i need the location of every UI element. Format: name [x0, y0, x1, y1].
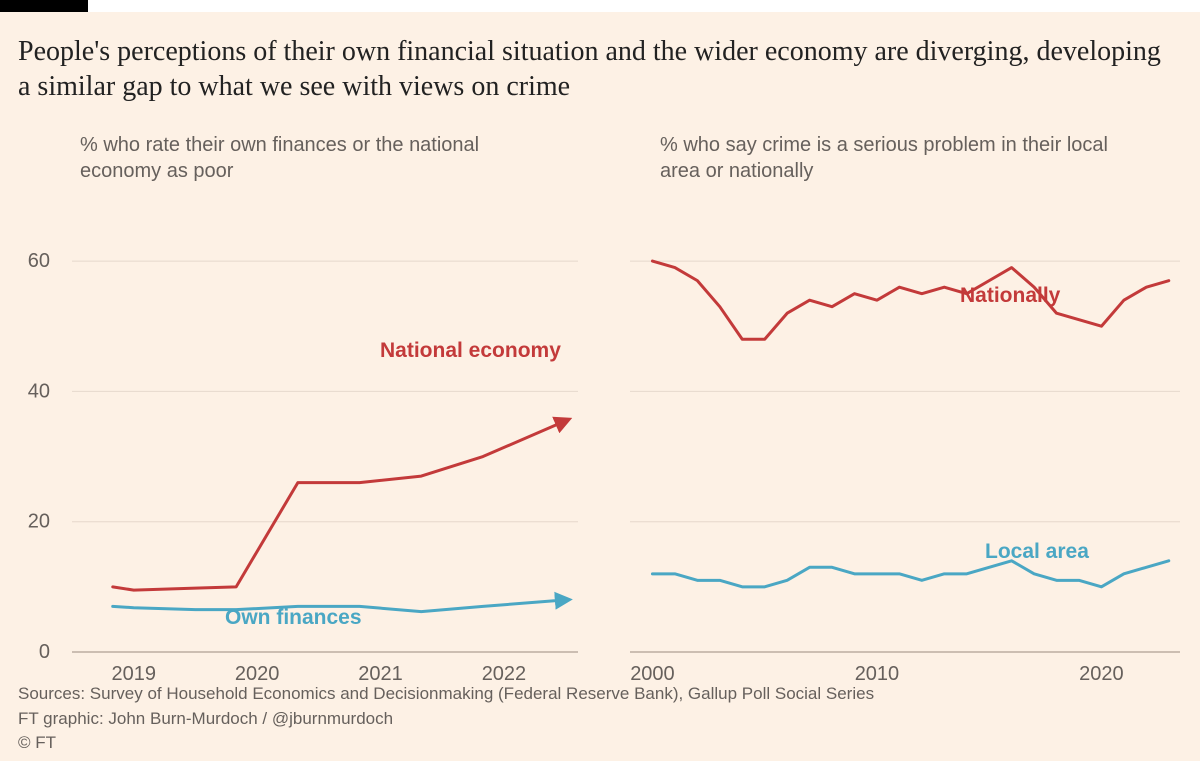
ft-logo-bar [0, 0, 88, 12]
right-series-local-area [652, 561, 1168, 587]
plot-svg: 02040602019202020212022National economyO… [0, 12, 1200, 761]
right-x-tick: 2020 [1079, 663, 1124, 685]
y-tick-label: 20 [28, 511, 50, 533]
left-label-national-economy: National economy [380, 339, 561, 362]
right-label-local-area: Local area [985, 540, 1089, 563]
y-tick-label: 40 [28, 380, 50, 402]
right-series-nationally [652, 261, 1168, 339]
footer-copyright: © FT [18, 731, 874, 756]
footer-credit: FT graphic: John Burn-Murdoch / @jburnmu… [18, 707, 874, 732]
left-label-own-finances: Own finances [225, 606, 362, 629]
left-series-national-economy [113, 421, 566, 590]
footer-sources: Sources: Survey of Household Economics a… [18, 682, 874, 707]
y-tick-label: 0 [39, 641, 50, 663]
chart-footer: Sources: Survey of Household Economics a… [18, 682, 874, 756]
chart-canvas: People's perceptions of their own financ… [0, 12, 1200, 761]
y-tick-label: 60 [28, 250, 50, 272]
right-label-nationally: Nationally [960, 284, 1061, 307]
